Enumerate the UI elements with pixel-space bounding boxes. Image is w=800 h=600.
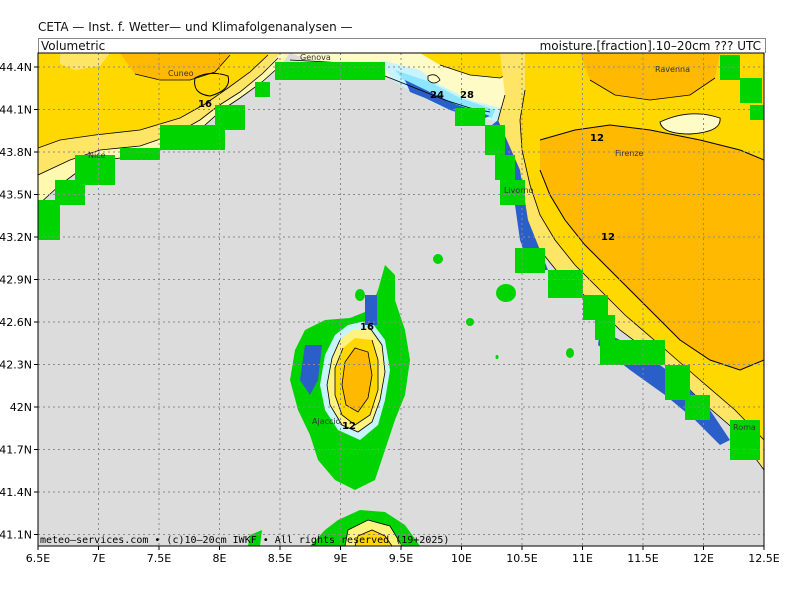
city-genova: Genova bbox=[300, 53, 331, 62]
contour-label: 16 bbox=[198, 99, 212, 110]
city-roma: Roma bbox=[733, 423, 756, 432]
city-livorno: Livorno bbox=[504, 186, 534, 195]
y-tick-label: 43.5N bbox=[0, 189, 32, 202]
y-tick-label: 44.1N bbox=[0, 104, 32, 117]
city-ravenna: Ravenna bbox=[655, 65, 690, 74]
x-tick-label: 9.5E bbox=[389, 552, 413, 565]
x-tick-label: 12E bbox=[693, 552, 714, 565]
city-labels: Cuneo Genova Ravenna Nice Firenze Livorn… bbox=[88, 53, 756, 432]
variable-name: Volumetric bbox=[41, 39, 106, 53]
y-tick-label: 44.4N bbox=[0, 61, 32, 74]
contour-labels: 16 24 28 12 12 16 12 bbox=[198, 90, 615, 432]
y-tick-label: 43.2N bbox=[0, 231, 32, 244]
y-axis: 44.4N 44.1N 43.8N 43.5N 43.2N 42.9N 42.6N 42.3N… bbox=[0, 61, 38, 542]
variable-description: moisture.[fraction].10–20cm ??? UTC bbox=[539, 39, 761, 53]
y-tick-label: 42N bbox=[10, 401, 32, 414]
x-tick-label: 7E bbox=[92, 552, 106, 565]
y-tick-label: 42.3N bbox=[0, 359, 32, 372]
city-nice: Nice bbox=[88, 151, 106, 160]
x-tick-label: 10E bbox=[451, 552, 472, 565]
y-tick-label: 41.7N bbox=[0, 444, 32, 457]
x-tick-label: 6.5E bbox=[26, 552, 50, 565]
x-tick-label: 11.5E bbox=[627, 552, 658, 565]
contour-label: 12 bbox=[601, 232, 615, 243]
x-tick-label: 11E bbox=[572, 552, 593, 565]
x-tick-label: 7.5E bbox=[147, 552, 171, 565]
x-axis: 6.5E 7E 7.5E 8E 8.5E 9E 9.5E 10E 10.5E 11E 11.5E 12… bbox=[26, 546, 780, 565]
x-tick-label: 8E bbox=[213, 552, 227, 565]
y-tick-label: 42.6N bbox=[0, 316, 32, 329]
y-tick-label: 41.1N bbox=[0, 529, 32, 542]
header-title: CETA — Inst. f. Wetter— und Klimafolgena… bbox=[38, 20, 353, 34]
contour-label: 28 bbox=[460, 90, 474, 101]
contour-label: 16 bbox=[360, 322, 374, 333]
city-firenze: Firenze bbox=[615, 149, 644, 158]
y-tick-label: 41.4N bbox=[0, 486, 32, 499]
x-tick-label: 9E bbox=[334, 552, 348, 565]
header-subtitle-bar: Volumetric moisture.[fraction].10–20cm ?… bbox=[38, 38, 766, 53]
x-tick-label: 12.5E bbox=[748, 552, 779, 565]
y-tick-label: 42.9N bbox=[0, 274, 32, 287]
copyright-footer: meteo–services.com • (c)10–20cm IWKF • A… bbox=[40, 535, 449, 546]
city-ajaccio: Ajaccio bbox=[312, 417, 341, 426]
contour-label: 24 bbox=[430, 90, 444, 101]
masked-cells bbox=[38, 55, 764, 460]
contour-label: 12 bbox=[590, 133, 604, 144]
y-tick-label: 43.8N bbox=[0, 146, 32, 159]
x-tick-label: 10.5E bbox=[506, 552, 537, 565]
city-cuneo: Cuneo bbox=[168, 69, 194, 78]
contour-label: 12 bbox=[342, 421, 356, 432]
gridlines bbox=[38, 53, 764, 546]
x-tick-label: 8.5E bbox=[268, 552, 292, 565]
